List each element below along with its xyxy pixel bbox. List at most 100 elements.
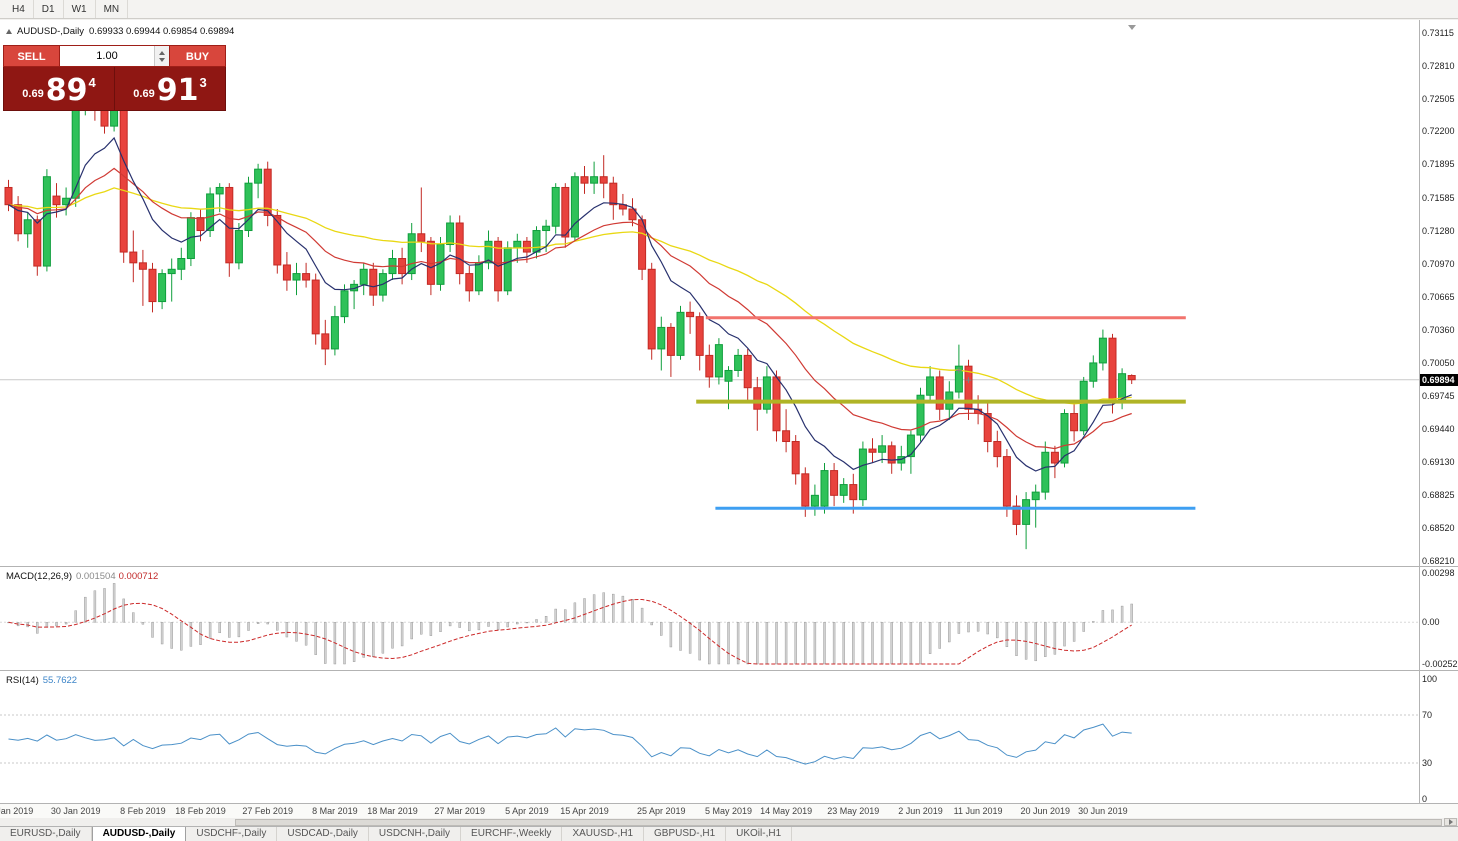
volume-stepper[interactable] <box>154 46 169 66</box>
chart-tab-usdchfdaily[interactable]: USDCHF-,Daily <box>186 827 278 841</box>
price-axis-label: 0.70970 <box>1422 258 1455 269</box>
timeframe-button-w1[interactable]: W1 <box>64 0 96 18</box>
price-axis-label: 0.71585 <box>1422 192 1455 203</box>
macd-signal-value: 0.000712 <box>118 571 159 582</box>
date-axis-label: 20 Jun 2019 <box>1020 806 1071 816</box>
macd-name: MACD(12,26,9) <box>6 571 72 582</box>
date-axis-label: 8 Mar 2019 <box>312 806 358 816</box>
buy-price-pip: 3 <box>199 75 207 90</box>
price-axis-label: 0.72505 <box>1422 93 1455 104</box>
macd-signal-line <box>8 598 1132 665</box>
rsi-axis-label: 0 <box>1422 794 1428 804</box>
chart-tab-ukoilh1[interactable]: UKOil-,H1 <box>726 827 793 841</box>
sell-price-big: 89 <box>45 73 88 108</box>
macd-main-value: 0.001504 <box>76 571 116 582</box>
price-axis-label: 0.72200 <box>1422 126 1455 137</box>
date-axis-label: 14 May 2019 <box>760 806 813 816</box>
macd-histogram <box>7 583 1133 665</box>
price-axis: 0.69894 0.73115 0.72810 0.72505 0.72200 0.71… <box>1419 20 1458 566</box>
timeframe-button-h4[interactable]: H4 <box>4 0 34 18</box>
price-axis-label: 0.70360 <box>1422 324 1455 335</box>
ma-slow-line <box>8 187 1132 405</box>
price-axis-label: 0.73115 <box>1422 28 1454 38</box>
scrollbar-right-arrow[interactable] <box>1444 818 1457 826</box>
date-axis-label: 15 Apr 2019 <box>560 806 609 816</box>
date-axis-label: 18 Feb 2019 <box>175 806 226 816</box>
rsi-line <box>8 723 1132 765</box>
buy-price-prefix: 0.69 <box>133 88 155 100</box>
price-axis-label: 0.71280 <box>1422 225 1455 236</box>
chart-tab-gbpusdh1[interactable]: GBPUSD-,H1 <box>644 827 727 841</box>
date-axis-label: 23 May 2019 <box>827 806 880 816</box>
rsi-label: RSI(14) 55.7622 <box>6 675 77 686</box>
ma-mid-line <box>8 167 1132 450</box>
volume-input[interactable]: 1.00 <box>60 45 169 67</box>
sell-button[interactable]: SELL <box>3 45 60 67</box>
date-axis-label: 5 Apr 2019 <box>505 806 549 816</box>
macd-axis-label: 0.00 <box>1422 617 1440 628</box>
macd-axis-label: 0.00298 <box>1422 568 1455 578</box>
price-axis-label: 0.69130 <box>1422 456 1455 467</box>
date-axis-label: 18 Mar 2019 <box>367 806 418 816</box>
date-axis: 21 Jan 2019 30 Jan 2019 8 Feb 2019 18 Feb 2… <box>0 803 1458 819</box>
horizontal-scrollbar[interactable] <box>0 818 1458 826</box>
date-axis-label: 25 Apr 2019 <box>637 806 686 816</box>
chart-tab-audusddaily[interactable]: AUDUSD-,Daily <box>91 827 187 841</box>
chart-symbol: AUDUSD-,Daily <box>17 26 85 37</box>
macd-indicator-panel[interactable]: MACD(12,26,9) 0.001504 0.000712 0.00298 0.0… <box>0 566 1458 670</box>
price-axis-label: 0.70665 <box>1422 291 1455 302</box>
macd-axis-label: -0.00252 <box>1422 659 1458 669</box>
candles <box>4 50 1136 550</box>
scrollbar-thumb[interactable] <box>235 819 1442 826</box>
right-arrow-icon <box>1448 819 1453 825</box>
price-axis-label: 0.68825 <box>1422 489 1455 500</box>
chart-tab-usdcnhdaily[interactable]: USDCNH-,Daily <box>369 827 462 841</box>
date-axis-label: 5 May 2019 <box>704 806 753 816</box>
price-shift-marker-icon[interactable] <box>1128 25 1136 30</box>
buy-price-display[interactable]: 0.69 91 3 <box>115 67 225 110</box>
price-divider <box>114 67 115 110</box>
price-axis-label: 0.70050 <box>1422 357 1455 368</box>
volume-decrement-icon[interactable] <box>159 57 165 62</box>
timeframe-button-mn[interactable]: MN <box>96 0 129 18</box>
buy-button[interactable]: BUY <box>169 45 226 67</box>
volume-increment-icon[interactable] <box>159 50 165 55</box>
rsi-name: RSI(14) <box>6 675 39 686</box>
date-axis-label: 27 Feb 2019 <box>242 806 293 816</box>
date-axis-label: 30 Jun 2019 <box>1078 806 1128 816</box>
rsi-axis-label: 30 <box>1422 758 1433 768</box>
rsi-axis-label: 70 <box>1422 710 1433 720</box>
sell-price-display[interactable]: 0.69 89 4 <box>4 67 114 110</box>
ma-fast-line <box>8 136 1132 472</box>
rsi-chart[interactable] <box>0 671 1419 804</box>
sell-price-prefix: 0.69 <box>22 88 44 100</box>
date-axis-label: 30 Jan 2019 <box>50 806 101 816</box>
price-axis-label: 0.72810 <box>1422 60 1455 71</box>
sell-price-pip: 4 <box>88 75 96 90</box>
chart-ohlc-values: 0.69933 0.69944 0.69854 0.69894 <box>89 26 235 37</box>
rsi-value: 55.7622 <box>42 675 78 686</box>
one-click-trading-panel: SELL 1.00 BUY 0.69 89 4 0. <box>3 45 226 111</box>
volume-value[interactable]: 1.00 <box>96 50 118 62</box>
price-axis-label: 0.69745 <box>1422 390 1455 401</box>
price-axis-label: 0.71895 <box>1422 159 1455 170</box>
macd-axis: 0.00298 0.00 -0.00252 <box>1419 567 1458 670</box>
rsi-indicator-panel[interactable]: RSI(14) 55.7622 100 70 30 0 <box>0 670 1458 804</box>
buy-price-big: 91 <box>156 73 199 108</box>
chart-tab-eurusddaily[interactable]: EURUSD-,Daily <box>0 827 92 841</box>
macd-label: MACD(12,26,9) 0.001504 0.000712 <box>6 571 158 582</box>
chart-tab-eurchfweekly[interactable]: EURCHF-,Weekly <box>461 827 563 841</box>
price-axis-label: 0.68210 <box>1422 556 1455 566</box>
current-price-badge: 0.69894 <box>1420 373 1458 386</box>
timeframe-button-d1[interactable]: D1 <box>34 0 64 18</box>
chart-tab-usdcaddaily[interactable]: USDCAD-,Daily <box>277 827 369 841</box>
symbol-marker-icon <box>6 29 12 34</box>
date-axis-label: 2 Jun 2019 <box>898 806 943 816</box>
price-chart-panel[interactable]: AUDUSD-,Daily 0.69933 0.69944 0.69854 0.… <box>0 20 1458 566</box>
date-axis-label: 21 Jan 2019 <box>0 806 34 816</box>
rsi-axis-label: 100 <box>1422 674 1438 684</box>
price-axis-label: 0.69440 <box>1422 423 1455 434</box>
chart-tab-xauusdh1[interactable]: XAUUSD-,H1 <box>562 827 645 841</box>
macd-chart[interactable] <box>0 567 1419 670</box>
